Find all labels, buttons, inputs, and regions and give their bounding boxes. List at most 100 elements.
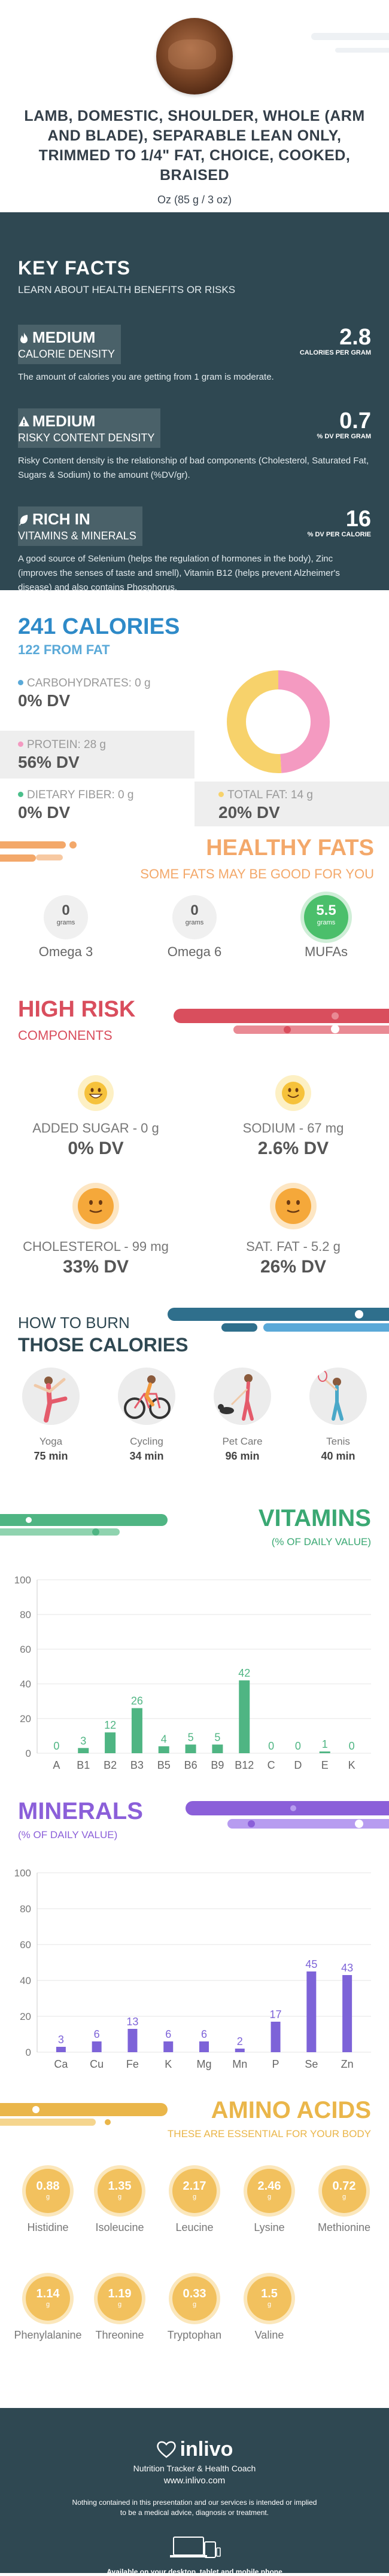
bar-value-label: 5: [188, 1732, 194, 1744]
x-tick-label: B6: [184, 1759, 197, 1771]
bar: [92, 2041, 102, 2052]
yoga-icon: [22, 1368, 80, 1425]
fact-label: MEDIUM RISKY CONTENT DENSITY: [18, 408, 161, 448]
bar-value-label: 6: [165, 2028, 171, 2040]
amino-unit: g: [117, 2193, 122, 2200]
burn-heading-top: HOW TO BURN: [18, 1314, 130, 1332]
decor-stripe: [311, 33, 389, 40]
fact-number: 2.8: [339, 325, 371, 350]
bar: [185, 1744, 196, 1753]
bar-value-label: 45: [305, 1958, 317, 1970]
y-tick-label: 20: [20, 2011, 31, 2022]
macro-dv: 0% DV: [18, 691, 71, 710]
tennis-icon: [309, 1368, 367, 1425]
x-tick-label: Cu: [90, 2058, 104, 2070]
brand-name: inlivo: [180, 2438, 233, 2461]
fat-circle: 5.5 grams: [304, 895, 348, 939]
activity-yoga: Yoga 75 min: [6, 1368, 96, 1463]
high-risk-subtitle: COMPONENTS: [18, 1028, 113, 1043]
y-tick-label: 0: [26, 1748, 31, 1759]
amino-value: 1.14: [36, 2287, 60, 2300]
fact-label: MEDIUM CALORIE DENSITY: [18, 325, 121, 364]
fact-value: 16 % DV PER CALORIE: [308, 506, 371, 538]
amino-value: 0.72: [332, 2180, 356, 2193]
burn-section: HOW TO BURN THOSE CALORIES Yoga 75 min C…: [0, 1308, 389, 1505]
x-tick-label: B5: [157, 1759, 171, 1771]
disclaimer: Nothing contained in this presentation a…: [72, 2498, 317, 2517]
bar-value-label: 5: [214, 1732, 220, 1744]
fact-number: 16: [345, 506, 371, 532]
bar-value-label: 0: [295, 1740, 301, 1752]
bar: [212, 1744, 223, 1753]
x-tick-label: C: [268, 1759, 275, 1771]
y-tick-label: 60: [20, 1939, 31, 1951]
macro-fiber: DIETARY FIBER: 0 g 0% DV: [18, 789, 133, 822]
macro-dv: 0% DV: [18, 803, 71, 822]
amino-name: Valine: [254, 2329, 284, 2341]
risk-decor: [174, 1009, 389, 1034]
fat-omega3: 0 grams Omega 3: [15, 895, 117, 960]
amino-unit: g: [267, 2193, 272, 2200]
amino-value: 0.33: [183, 2287, 206, 2300]
bar: [163, 2041, 174, 2052]
healthy-fats-section: HEALTHY FATS SOME FATS MAY BE GOOD FOR Y…: [0, 835, 389, 997]
protein-highlight-bg: [0, 731, 194, 779]
amino-unit: g: [342, 2193, 347, 2200]
y-tick-label: 20: [20, 1713, 31, 1725]
amino-item: 1.35 g Isoleucine: [84, 2169, 156, 2234]
amino-unit: g: [192, 2301, 197, 2308]
risk-added-sugar: ADDED SUGAR - 0 g 0% DV: [6, 1075, 186, 1159]
amino-value: 0.88: [36, 2180, 60, 2193]
food-title: LAMB, DOMESTIC, SHOULDER, WHOLE (ARM AND…: [24, 108, 365, 184]
bar: [235, 2049, 245, 2052]
bar-value-label: 4: [161, 1733, 167, 1745]
amino-item: 2.17 g Leucine: [159, 2169, 230, 2234]
x-tick-label: Se: [305, 2058, 318, 2070]
fact-description: Risky Content density is the relationshi…: [18, 456, 369, 480]
bar: [271, 2022, 281, 2052]
amino-circle: 0.72 g: [322, 2169, 366, 2213]
brand-url[interactable]: www.inlivo.com: [163, 2476, 226, 2486]
x-tick-label: K: [348, 1759, 355, 1771]
bar: [306, 1971, 317, 2052]
bar-value-label: 43: [341, 1962, 353, 1974]
activity-pet-care: Pet Care 96 min: [197, 1368, 287, 1463]
neutral-face-icon: [72, 1183, 119, 1229]
bar-value-label: 17: [270, 2009, 282, 2020]
y-tick-label: 100: [14, 1574, 31, 1586]
macro-donut-chart: [227, 670, 330, 773]
amino-item: 2.46 g Lysine: [233, 2169, 305, 2234]
amino-circle: 1.35 g: [98, 2169, 142, 2213]
fact-name: CALORIE DENSITY: [18, 348, 116, 360]
fact-name: RISKY CONTENT DENSITY: [18, 432, 155, 444]
risk-label: ADDED SUGAR - 0 g: [32, 1121, 159, 1136]
bar: [199, 2041, 209, 2052]
x-tick-label: Zn: [341, 2058, 354, 2070]
x-tick-label: Mn: [232, 2058, 247, 2070]
y-tick-label: 80: [20, 1609, 31, 1620]
vitamins-decor: [0, 1514, 168, 1536]
amino-name: Lysine: [254, 2221, 285, 2233]
bar-value-label: 0: [349, 1740, 355, 1752]
healthy-fats-title: HEALTHY FATS: [206, 835, 374, 860]
calories-section: 241 CALORIES 122 FROM FAT CARBOHYDRATES:…: [0, 590, 389, 835]
fats-decor: [0, 841, 77, 862]
amino-circle: 2.46 g: [247, 2169, 291, 2213]
fat-name: MUFAs: [304, 944, 348, 959]
activity-cycling: Cycling 34 min: [102, 1368, 192, 1463]
fact-level: RICH IN: [32, 510, 90, 528]
amino-circle: 0.33 g: [172, 2276, 217, 2321]
activity-name: Pet Care: [222, 1436, 263, 1447]
amino-item: 0.72 g Methionine: [308, 2169, 380, 2234]
amino-value: 1.35: [108, 2180, 132, 2193]
fact-description: The amount of calories you are getting f…: [18, 372, 274, 382]
x-tick-label: B3: [130, 1759, 144, 1771]
warning-icon: [19, 416, 29, 426]
bar: [158, 1746, 169, 1753]
amino-item: 1.14 g Phenylalanine: [12, 2276, 84, 2342]
bar-value-label: 2: [237, 2035, 243, 2047]
amino-item: 1.5 g Valine: [233, 2276, 305, 2342]
protein-dot: [18, 741, 23, 747]
x-tick-label: Mg: [196, 2058, 211, 2070]
